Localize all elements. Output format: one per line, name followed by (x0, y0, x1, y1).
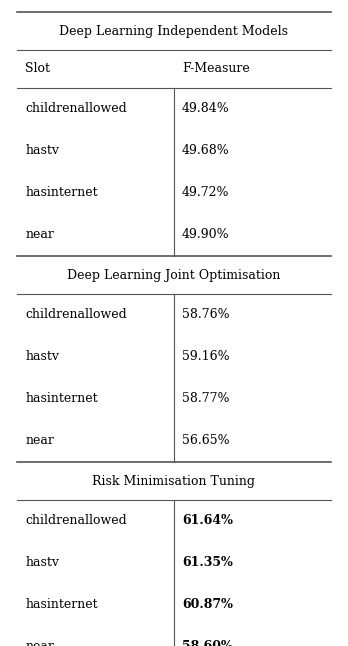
Text: 56.65%: 56.65% (182, 435, 230, 448)
Text: Deep Learning Joint Optimisation: Deep Learning Joint Optimisation (67, 269, 281, 282)
Text: 49.84%: 49.84% (182, 103, 230, 116)
Text: Deep Learning Independent Models: Deep Learning Independent Models (60, 25, 288, 37)
Text: 61.35%: 61.35% (182, 556, 233, 570)
Text: Risk Minimisation Tuning: Risk Minimisation Tuning (93, 475, 255, 488)
Text: childrenallowed: childrenallowed (25, 309, 127, 322)
Text: 61.64%: 61.64% (182, 514, 233, 528)
Text: childrenallowed: childrenallowed (25, 103, 127, 116)
Text: 49.72%: 49.72% (182, 187, 229, 200)
Text: 49.90%: 49.90% (182, 229, 230, 242)
Text: near: near (25, 435, 54, 448)
Text: 59.16%: 59.16% (182, 351, 230, 364)
Text: hasinternet: hasinternet (25, 187, 98, 200)
Text: hastv: hastv (25, 556, 60, 570)
Text: 60.87%: 60.87% (182, 598, 233, 612)
Text: hastv: hastv (25, 145, 60, 158)
Text: 58.77%: 58.77% (182, 393, 229, 406)
Text: 49.68%: 49.68% (182, 145, 230, 158)
Text: near: near (25, 640, 54, 646)
Text: childrenallowed: childrenallowed (25, 514, 127, 528)
Text: hastv: hastv (25, 351, 60, 364)
Text: F-Measure: F-Measure (182, 63, 250, 76)
Text: hasinternet: hasinternet (25, 598, 98, 612)
Text: 58.76%: 58.76% (182, 309, 230, 322)
Text: Slot: Slot (25, 63, 50, 76)
Text: near: near (25, 229, 54, 242)
Text: 58.60%: 58.60% (182, 640, 233, 646)
Text: hasinternet: hasinternet (25, 393, 98, 406)
